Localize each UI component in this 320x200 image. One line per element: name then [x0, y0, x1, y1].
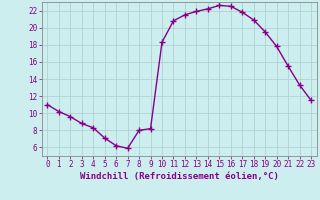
X-axis label: Windchill (Refroidissement éolien,°C): Windchill (Refroidissement éolien,°C) — [80, 172, 279, 181]
